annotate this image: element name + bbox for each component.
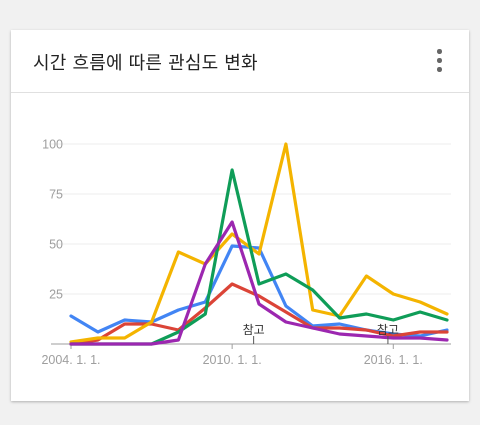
y-tick-label: 25 <box>49 288 63 302</box>
menu-dot <box>437 49 442 54</box>
series-line-4 <box>69 168 449 346</box>
annotation-label: 참고 <box>243 323 265 337</box>
x-tick-label: 2004. 1. 1. <box>41 353 100 367</box>
line-chart: 25 50 75 100 2004. 1. 1. 2010. 1. 1. 2016. 1. … <box>41 138 451 367</box>
more-vert-icon[interactable] <box>429 47 449 75</box>
card-title: 시간 흐름에 따른 관심도 변화 <box>33 53 258 74</box>
series-line-5 <box>69 220 449 346</box>
y-tick-label: 50 <box>49 238 63 252</box>
annotation-label: 참고 <box>377 323 399 337</box>
menu-dot <box>437 58 442 63</box>
y-tick-label: 100 <box>42 138 63 152</box>
card-header: 시간 흐름에 따른 관심도 변화 <box>11 30 469 93</box>
series-line-2 <box>69 282 449 346</box>
series-line-3 <box>69 142 449 344</box>
interest-over-time-card: 시간 흐름에 따른 관심도 변화 25 50 75 100 2004. 1. 1. 201… <box>11 30 469 401</box>
menu-dot <box>437 67 442 72</box>
x-tick-label: 2010. 1. 1. <box>203 353 262 367</box>
y-tick-label: 75 <box>49 188 63 202</box>
x-tick-label: 2016. 1. 1. <box>364 353 423 367</box>
